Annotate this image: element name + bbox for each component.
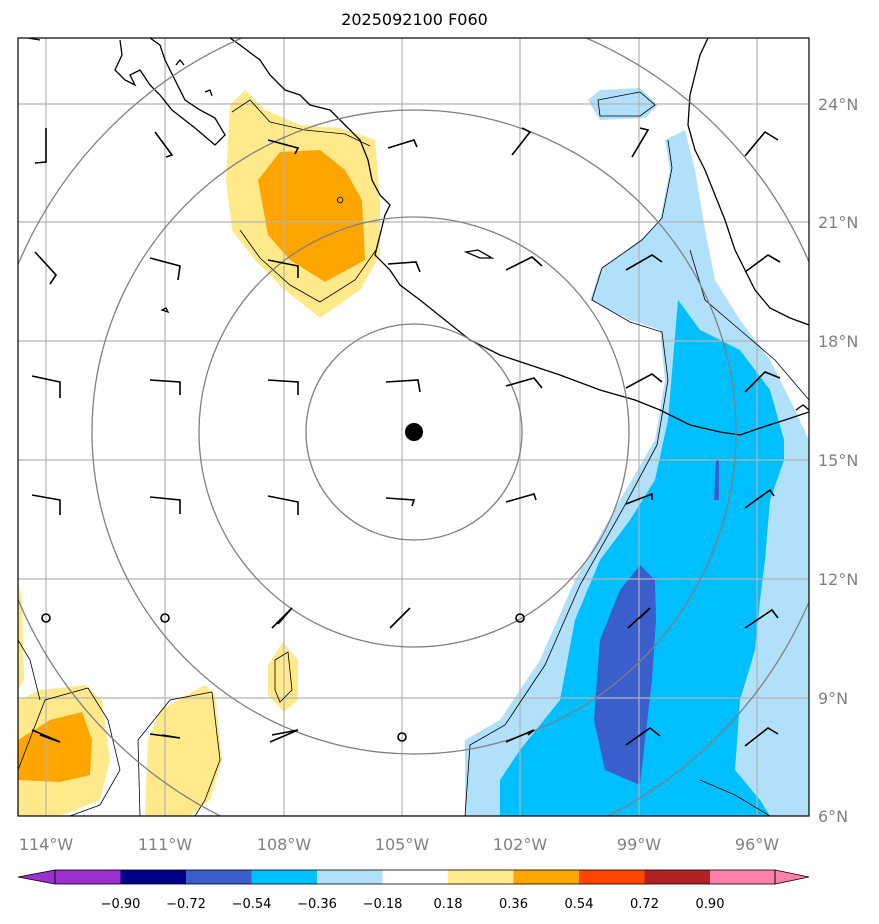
colorbar-labels: −0.90 −0.72 −0.54 −0.36 −0.18 0.18 0.36 … xyxy=(101,897,725,912)
positive-anomaly-mid-sw xyxy=(18,712,92,782)
graticule xyxy=(18,38,809,816)
lat-label: 21°N xyxy=(818,213,858,232)
colorbar-segment xyxy=(251,870,317,884)
lon-label: 99°W xyxy=(617,835,661,854)
colorbar-segment xyxy=(644,870,710,884)
positive-anomaly-light-sw-edge xyxy=(18,580,24,690)
lon-label: 105°W xyxy=(375,835,430,854)
colorbar-segment xyxy=(710,870,775,884)
colorbar-segment xyxy=(317,870,383,884)
lat-label: 9°N xyxy=(818,689,848,708)
coastline xyxy=(27,38,809,436)
colorbar-label: −0.18 xyxy=(363,897,403,912)
range-rings xyxy=(18,38,809,816)
colorbar-extend-high xyxy=(774,869,810,885)
colorbar-segment xyxy=(579,870,645,884)
lat-label: 18°N xyxy=(818,332,858,351)
lon-label: 108°W xyxy=(257,835,312,854)
colorbar-segment xyxy=(382,870,448,884)
map-plot-area xyxy=(18,38,809,816)
lon-label: 114°W xyxy=(19,835,74,854)
positive-anomaly-light-small xyxy=(268,642,298,712)
colorbar-label: 0.90 xyxy=(696,897,725,912)
colorbar-label: −0.90 xyxy=(101,897,141,912)
colorbar-label: 0.72 xyxy=(630,897,659,912)
positive-anomaly-light-south xyxy=(145,685,222,816)
colorbar-label: 0.54 xyxy=(565,897,594,912)
colorbar-label: 0.18 xyxy=(434,897,463,912)
colorbar-segment xyxy=(448,870,514,884)
lon-label: 96°W xyxy=(735,835,779,854)
wind-barbs xyxy=(31,127,781,747)
colorbar-segment xyxy=(120,870,186,884)
colorbar-label: 0.36 xyxy=(499,897,528,912)
negative-anomaly-mid xyxy=(500,300,784,816)
lat-label: 15°N xyxy=(818,451,858,470)
colorbar-extend-low xyxy=(17,869,56,885)
colorbar-label: −0.72 xyxy=(166,897,206,912)
longitude-labels: 114°W 111°W 108°W 105°W 102°W 99°W 96°W xyxy=(19,835,779,854)
shaded-field xyxy=(18,88,809,816)
colorbar-label: −0.36 xyxy=(297,897,337,912)
storm-center-marker xyxy=(405,423,423,441)
lon-label: 111°W xyxy=(138,835,193,854)
map-frame xyxy=(17,37,810,817)
colorbar-outline xyxy=(54,869,776,885)
colorbar-segment xyxy=(55,870,121,884)
lat-label: 24°N xyxy=(818,95,858,114)
colorbar-segment xyxy=(513,870,579,884)
lat-label: 6°N xyxy=(818,807,848,826)
calm-circles xyxy=(41,613,525,742)
negative-anomaly-dark-sliver xyxy=(714,460,719,500)
positive-anomaly-mid xyxy=(258,150,365,282)
colorbar-segment xyxy=(186,870,252,884)
colorbar-label: −0.54 xyxy=(232,897,272,912)
colorbar: −0.90 −0.72 −0.54 −0.36 −0.18 0.18 0.36 … xyxy=(17,869,810,912)
latitude-labels: 24°N 21°N 18°N 15°N 12°N 9°N 6°N xyxy=(818,95,858,826)
map-title: 2025092100 F060 xyxy=(341,10,488,29)
lon-label: 102°W xyxy=(493,835,548,854)
lat-label: 12°N xyxy=(818,570,858,589)
